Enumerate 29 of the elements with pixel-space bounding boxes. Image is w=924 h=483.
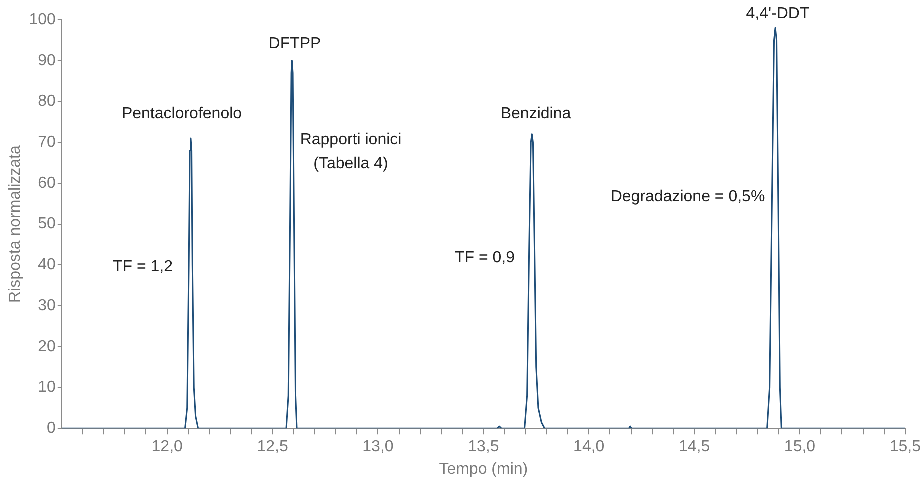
y-tick-label: 80 bbox=[38, 93, 56, 110]
x-tick-label: 15,0 bbox=[784, 438, 816, 456]
y-tick-label: 0 bbox=[46, 420, 56, 438]
annotation: Degradazione = 0,5% bbox=[610, 188, 766, 206]
x-axis-title: Tempo (min) bbox=[439, 460, 528, 478]
x-tick-label: 15,5 bbox=[890, 438, 922, 456]
y-tick-label: 60 bbox=[38, 174, 56, 192]
x-tick-label: 14,0 bbox=[574, 438, 605, 456]
annotation: Benzidina bbox=[500, 105, 572, 122]
y-axis-title: Risposta normalizzata bbox=[7, 146, 24, 304]
annotation: 4,4'-DDT bbox=[746, 5, 810, 22]
x-tick-label: 13,5 bbox=[468, 438, 500, 456]
annotation: TF = 1,2 bbox=[112, 258, 174, 276]
annotation: Rapporti ionici (Tabella 4) bbox=[300, 131, 402, 172]
y-tick-label: 10 bbox=[38, 379, 56, 396]
y-tick-label: 100 bbox=[29, 11, 56, 28]
y-tick-label: 90 bbox=[38, 52, 56, 70]
annotation: DFTPP bbox=[268, 35, 322, 52]
y-tick-label: 20 bbox=[38, 338, 56, 356]
y-tick-label: 40 bbox=[38, 256, 56, 274]
annotation: TF = 0,9 bbox=[454, 249, 516, 266]
x-tick-label: 12,0 bbox=[152, 438, 184, 456]
x-tick-label: 13,0 bbox=[362, 438, 394, 456]
y-tick-label: 50 bbox=[38, 216, 56, 233]
annotation: Pentaclorofenolo bbox=[122, 105, 242, 122]
x-tick-label: 12,5 bbox=[257, 438, 288, 456]
x-tick-label: 14,5 bbox=[678, 438, 710, 456]
y-tick-label: 70 bbox=[38, 134, 56, 151]
y-tick-label: 30 bbox=[38, 297, 56, 314]
